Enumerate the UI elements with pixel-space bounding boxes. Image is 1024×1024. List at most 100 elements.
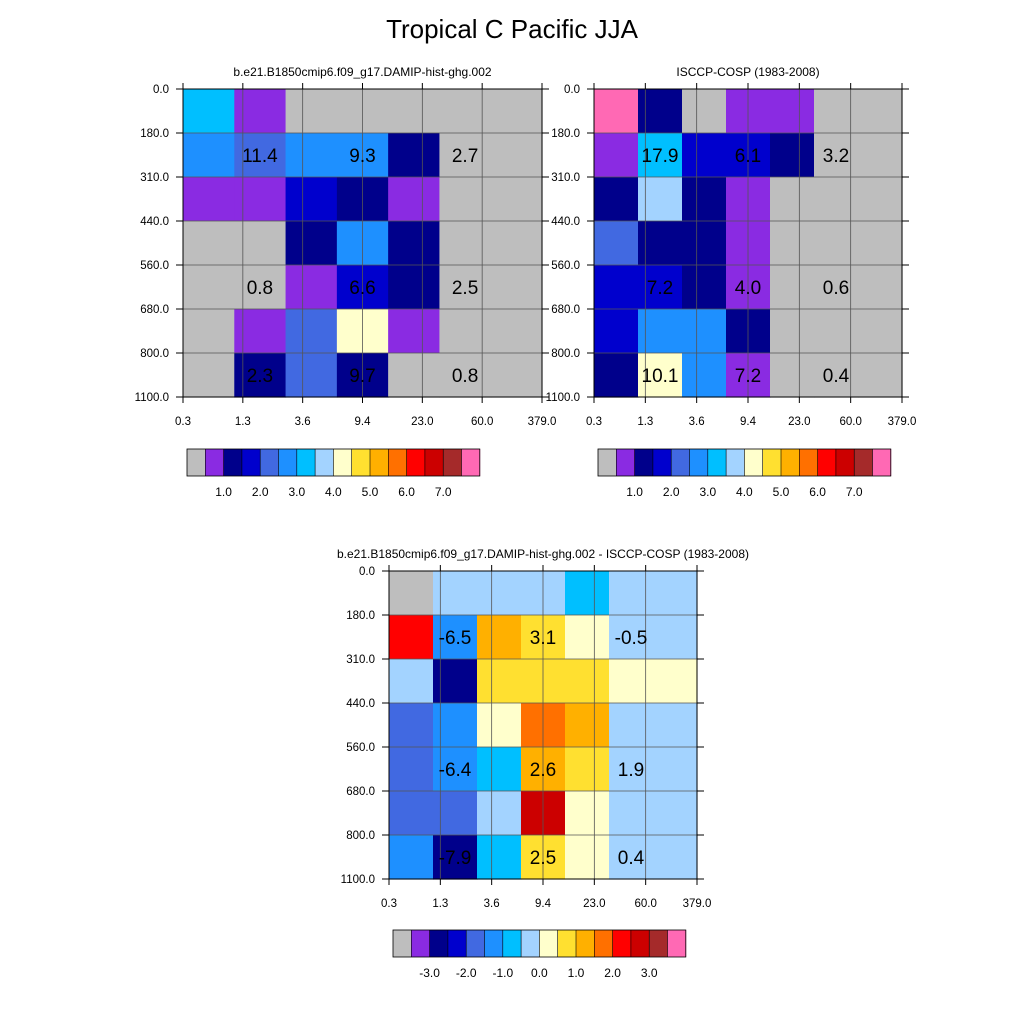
colorbar-swatch <box>447 930 467 957</box>
heatmap-cell <box>653 659 698 704</box>
colorbar-swatch <box>521 930 540 957</box>
heatmap-cell <box>388 133 441 178</box>
cell-value-label: -0.5 <box>615 628 648 649</box>
heatmap-cell <box>609 747 654 792</box>
heatmap-cell <box>682 133 727 178</box>
heatmap-cell <box>234 177 287 222</box>
x-tick-label: 0.3 <box>586 416 602 428</box>
heatmap-cell <box>477 615 522 660</box>
heatmap-cell <box>285 353 338 398</box>
colorbar-swatch <box>205 449 224 476</box>
panel-subtitle: ISCCP-COSP (1983-2008) <box>676 65 819 79</box>
heatmap-cell <box>609 571 654 616</box>
y-tick-label: 1100.0 <box>135 392 169 404</box>
heatmap-cell <box>594 133 639 178</box>
colorbar-swatch <box>443 449 462 476</box>
x-tick-label: 3.6 <box>689 416 705 428</box>
colorbar-label: 5.0 <box>773 485 790 499</box>
colorbar-swatch <box>370 449 389 476</box>
colorbar-swatch <box>557 930 577 957</box>
colorbar-label: 6.0 <box>398 485 415 499</box>
x-tick-label: 0.3 <box>381 898 397 910</box>
colorbar-label: 3.0 <box>288 485 305 499</box>
heatmap-cell <box>389 835 434 880</box>
colorbar-label: -1.0 <box>492 966 513 980</box>
heatmap-cell <box>638 309 683 354</box>
heatmap-cell <box>183 177 235 222</box>
y-tick-label: 310.0 <box>346 654 375 666</box>
heatmap-cell <box>439 177 492 222</box>
colorbar-swatch <box>333 449 353 476</box>
colorbar-swatch <box>393 930 412 957</box>
colorbar-swatch <box>594 930 613 957</box>
heatmap-cell <box>285 89 338 134</box>
colorbar-label: 7.0 <box>846 485 863 499</box>
x-tick-label: 3.6 <box>484 898 500 910</box>
x-tick-label: 3.6 <box>295 416 311 428</box>
plot-frame <box>593 88 903 398</box>
heatmap-cell <box>234 89 287 134</box>
heatmap-cell <box>609 835 654 880</box>
heatmap-cell <box>477 659 522 704</box>
colorbar-label: 3.0 <box>699 485 716 499</box>
heatmap-cell <box>682 177 727 222</box>
heatmap-cell <box>285 309 338 354</box>
y-tick-label: 1100.0 <box>546 392 580 404</box>
colorbar-label: 1.0 <box>626 485 643 499</box>
heatmap-cell <box>183 353 235 398</box>
plot-frame <box>388 570 698 880</box>
x-tick-label: 60.0 <box>839 416 861 428</box>
heatmap-cell <box>653 835 698 880</box>
heatmap-cell <box>770 177 815 222</box>
colorbar-label: 0.0 <box>531 966 548 980</box>
colorbar-swatch <box>616 449 635 476</box>
y-tick-label: 0.0 <box>564 84 580 96</box>
heatmap-cell <box>477 571 522 616</box>
x-tick-label: 9.4 <box>740 416 757 428</box>
heatmap-cell <box>682 265 727 310</box>
heatmap-cell <box>653 571 698 616</box>
colorbar-swatch <box>502 930 522 957</box>
colorbar-swatch <box>671 449 690 476</box>
y-tick-label: 180.0 <box>346 610 375 622</box>
colorbar-swatch <box>689 449 709 476</box>
cell-value-label: 9.7 <box>349 366 375 387</box>
cell-value-label: 0.4 <box>618 848 645 869</box>
cell-value-label: 2.5 <box>530 848 556 869</box>
y-tick-label: 440.0 <box>346 698 375 710</box>
colorbar: 1.0 2.0 3.0 4.0 5.0 6.0 7.0 <box>186 448 481 499</box>
heatmap-cell <box>490 265 543 310</box>
colorbar-swatch <box>762 449 782 476</box>
colorbar-label: 1.0 <box>215 485 232 499</box>
y-tick-label: 180.0 <box>140 128 169 140</box>
colorbar-swatch <box>667 930 687 957</box>
heatmap-cell <box>388 221 441 266</box>
colorbar-swatch <box>539 930 559 957</box>
x-tick-label: 379.0 <box>528 416 557 428</box>
heatmap-cell <box>183 265 235 310</box>
colorbar-swatch <box>598 449 617 476</box>
heatmap-cell <box>858 133 903 178</box>
heatmap-cell <box>477 703 522 748</box>
heatmap-cell <box>609 659 654 704</box>
heatmap-cell <box>234 309 287 354</box>
colorbar-swatch <box>817 449 837 476</box>
heatmap-cell <box>389 703 434 748</box>
heatmap-cell <box>565 615 610 660</box>
heatmap-cell <box>388 89 441 134</box>
colorbar-label: -3.0 <box>419 966 440 980</box>
x-tick-label: 60.0 <box>471 416 493 428</box>
cell-value-label: 3.1 <box>530 628 556 649</box>
heatmap-cell <box>388 309 441 354</box>
cell-value-label: 11.4 <box>242 146 278 167</box>
y-tick-label: 680.0 <box>346 786 375 798</box>
heatmap-cell <box>183 89 235 134</box>
main-title: Tropical C Pacific JJA <box>386 14 638 44</box>
colorbar-swatch <box>223 449 243 476</box>
panel-2: 0.3 1.3 3.6 9.4 23.0 60.0 379.0 0.0 180.0 310.0 44… <box>546 65 917 499</box>
colorbar-swatch <box>652 449 672 476</box>
y-tick-label: 560.0 <box>551 260 580 272</box>
heatmap-cell <box>814 177 859 222</box>
heatmap-cell <box>814 133 859 178</box>
colorbar-swatch <box>260 449 279 476</box>
